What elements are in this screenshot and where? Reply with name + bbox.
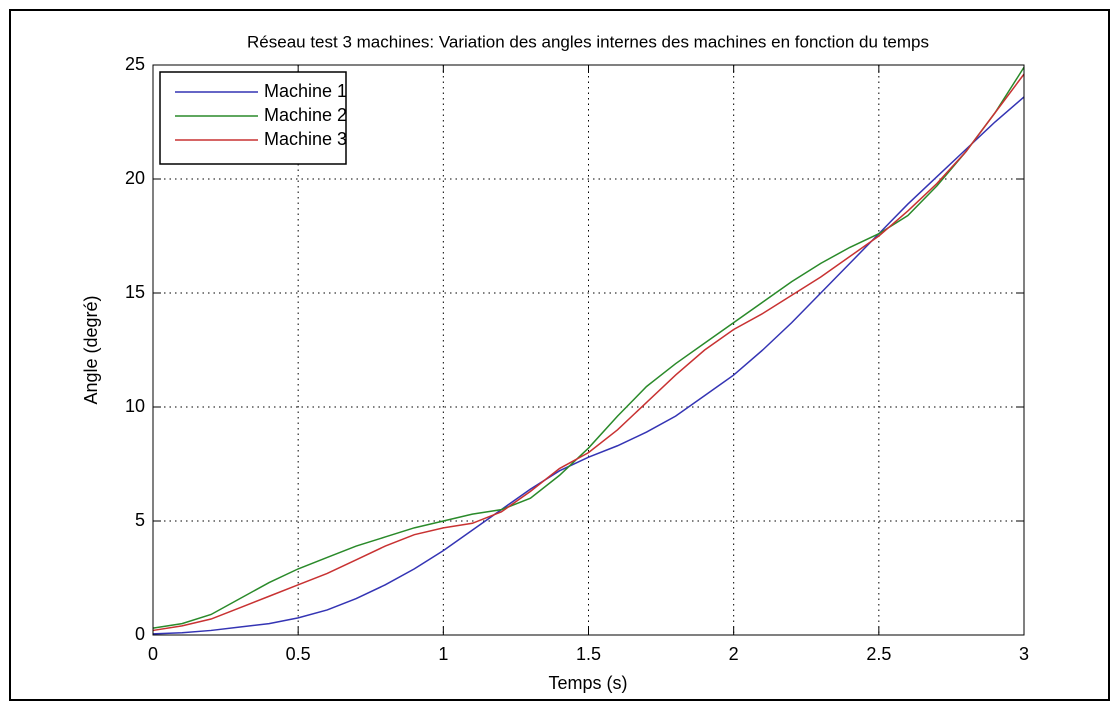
x-tick-label: 2.5 — [866, 644, 891, 664]
y-tick-label: 10 — [125, 396, 145, 416]
y-tick-label: 0 — [135, 624, 145, 644]
y-tick-label: 20 — [125, 168, 145, 188]
y-tick-label: 25 — [125, 54, 145, 74]
x-tick-label: 1 — [438, 644, 448, 664]
x-tick-label: 0 — [148, 644, 158, 664]
x-tick-label: 0.5 — [286, 644, 311, 664]
legend-label: Machine 2 — [264, 105, 347, 125]
line — [152, 73, 1025, 632]
x-axis-label: Temps (s) — [548, 673, 627, 693]
x-tick-label: 1.5 — [576, 644, 601, 664]
legend-label: Machine 3 — [264, 129, 347, 149]
y-axis-label: Angle (degré) — [81, 295, 101, 404]
chart-title: Réseau test 3 machines: Variation des an… — [247, 32, 929, 51]
line — [152, 66, 1025, 629]
y-tick-label: 5 — [135, 510, 145, 530]
y-tick-label: 15 — [125, 282, 145, 302]
axes-box — [152, 64, 1025, 636]
x-tick-label: 2 — [729, 644, 739, 664]
legend-box — [159, 71, 347, 165]
legend-label: Machine 1 — [264, 81, 347, 101]
x-tick-label: 3 — [1019, 644, 1029, 664]
